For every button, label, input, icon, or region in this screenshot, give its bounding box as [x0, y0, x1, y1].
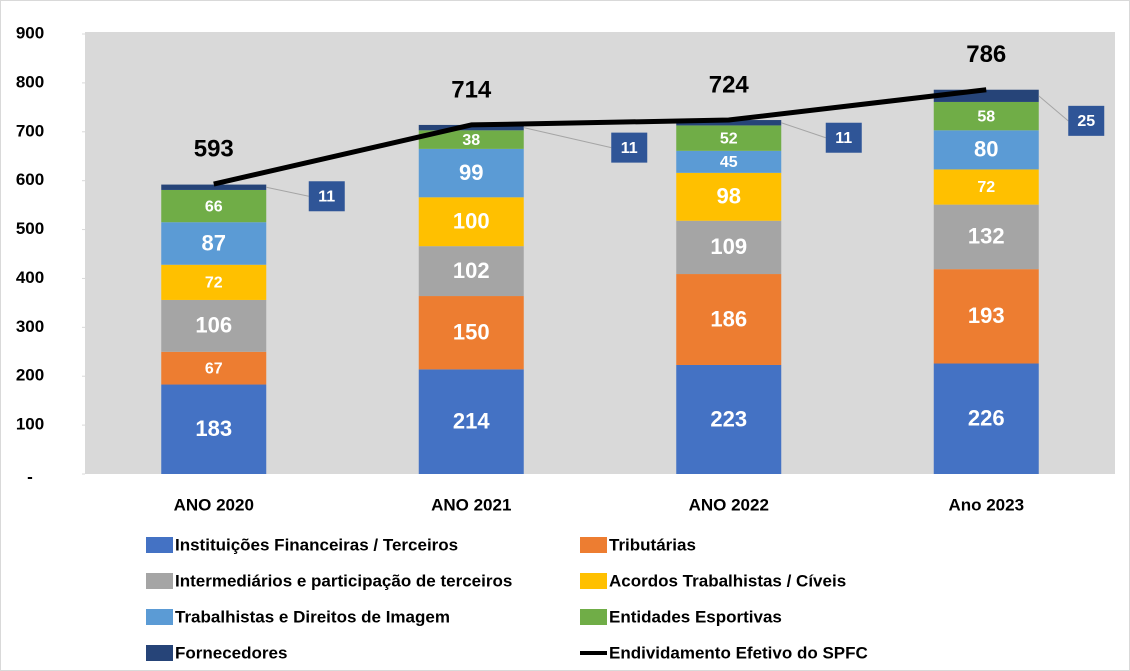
legend-label: Acordos Trabalhistas / Cíveis: [609, 571, 846, 590]
y-tick-label: 600: [16, 170, 44, 189]
value-label-box: [611, 132, 648, 163]
legend-marker: [146, 609, 173, 625]
bar-segment: [933, 101, 1039, 131]
leader-line: [523, 127, 612, 149]
bar-segment: [418, 197, 524, 247]
x-tick-label: ANO 2021: [431, 495, 511, 514]
bar-segment: [676, 274, 782, 365]
value-label: 11: [621, 140, 638, 157]
bar-segment: [933, 169, 1039, 205]
x-tick-label: ANO 2022: [689, 495, 769, 514]
value-label: 11: [318, 188, 335, 205]
legend-label: Intermediários e participação de terceir…: [175, 571, 512, 590]
legend-marker: [146, 645, 173, 661]
value-label: 226: [968, 406, 1005, 431]
value-label: 99: [459, 160, 483, 185]
legend-label: Entidades Esportivas: [609, 607, 782, 626]
bar-segment: [676, 220, 782, 275]
value-label-box: [825, 122, 862, 153]
value-label: 58: [977, 108, 995, 125]
line-value-label: 724: [709, 71, 750, 98]
bar-segment: [161, 351, 267, 385]
line-value-label: 786: [966, 41, 1006, 68]
value-label-box: [308, 181, 345, 212]
y-tick-label: 100: [16, 415, 44, 434]
legend-label: Trabalhistas e Direitos de Imagem: [175, 607, 450, 626]
bar-segment: [161, 189, 267, 223]
bar-segment: [418, 148, 524, 198]
bar-segment: [161, 299, 267, 352]
value-label: 223: [710, 406, 747, 431]
leader-line: [266, 186, 309, 197]
value-label: 72: [977, 179, 995, 196]
y-tick-label: 900: [16, 23, 44, 42]
x-tick-label: Ano 2023: [948, 495, 1024, 514]
value-label: 109: [710, 234, 747, 259]
legend-marker: [580, 573, 607, 589]
bar-segment: [933, 204, 1039, 270]
value-label: 186: [710, 306, 747, 331]
bar-segment: [161, 264, 267, 300]
value-label: 106: [195, 313, 232, 338]
legend-marker: [580, 537, 607, 553]
value-label: 87: [202, 230, 226, 255]
value-label: 80: [974, 137, 998, 162]
y-tick-label: 200: [16, 366, 44, 385]
value-label: 132: [968, 224, 1005, 249]
value-label: 52: [720, 130, 738, 147]
legend-label: Endividamento Efetivo do SPFC: [609, 643, 868, 662]
bar-segment: [161, 184, 267, 190]
bar-segment: [161, 384, 267, 474]
y-tick-label: 300: [16, 317, 44, 336]
legend-label: Tributárias: [609, 535, 696, 554]
bar-segment: [418, 369, 524, 474]
bar-segment: [676, 150, 782, 173]
value-label: 100: [453, 209, 490, 234]
line: [213, 87, 987, 187]
value-label-box: [1068, 105, 1105, 136]
y-tick-label: -: [27, 467, 33, 486]
bar-segment: [418, 130, 524, 149]
leader-line: [1038, 95, 1069, 122]
x-tick-label: ANO 2020: [174, 495, 254, 514]
bar-segment: [676, 364, 782, 474]
bar-segment: [933, 363, 1039, 474]
bar-segment: [418, 124, 524, 131]
value-label: 72: [205, 275, 223, 292]
value-label: 150: [453, 320, 490, 345]
value-label: 38: [462, 132, 480, 149]
value-label: 102: [453, 258, 490, 283]
legend-label: Instituições Financeiras / Terceiros: [175, 535, 458, 554]
value-label: 25: [1077, 113, 1095, 130]
value-label: 11: [835, 130, 852, 147]
bar-segment: [418, 296, 524, 370]
legend-label: Fornecedores: [175, 643, 287, 662]
value-label: 45: [720, 154, 738, 171]
y-tick-label: 700: [16, 121, 44, 140]
bar-segment: [161, 222, 267, 265]
bar-segment: [933, 130, 1039, 170]
legend-marker: [146, 573, 173, 589]
value-label: 98: [717, 184, 741, 209]
bar-segment: [676, 125, 782, 151]
legend-marker: [580, 609, 607, 625]
y-tick-label: 400: [16, 268, 44, 287]
value-label: 193: [968, 303, 1005, 328]
value-label: 214: [453, 409, 490, 434]
bar-segment: [418, 246, 524, 297]
line-value-label: 714: [451, 76, 492, 103]
bar-segment: [933, 269, 1039, 364]
bar-segment: [676, 172, 782, 221]
y-tick-label: 500: [16, 219, 44, 238]
value-label: 66: [205, 198, 223, 215]
value-label: 67: [205, 360, 223, 377]
leader-line: [781, 122, 826, 139]
legend-marker: [146, 537, 173, 553]
value-label: 183: [195, 416, 232, 441]
line-value-label: 593: [194, 135, 234, 162]
y-tick-label: 800: [16, 72, 44, 91]
bar-segment: [676, 120, 782, 126]
